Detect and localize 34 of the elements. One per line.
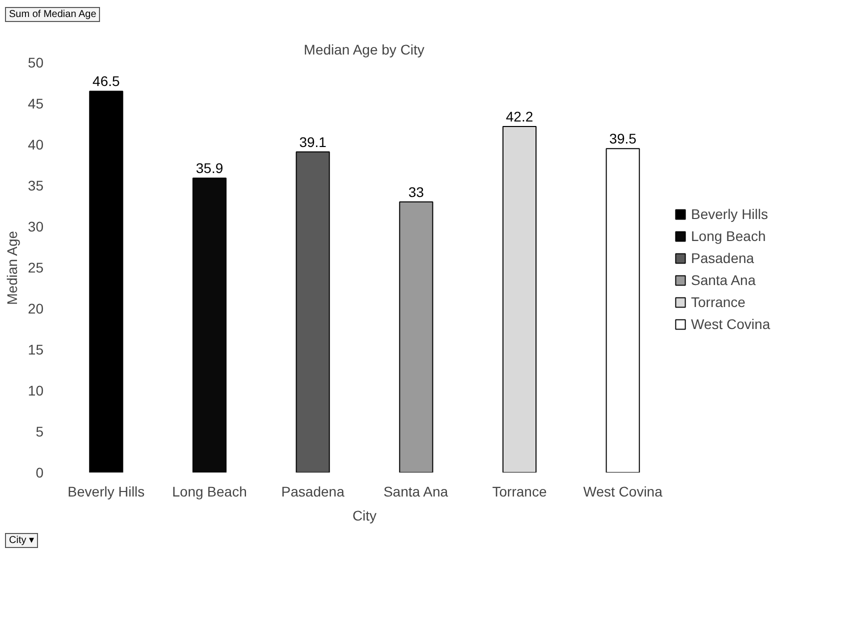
y-tick-label: 15 <box>28 342 44 358</box>
x-tick-label: Beverly Hills <box>68 484 145 500</box>
y-tick-label: 50 <box>28 54 44 70</box>
legend-label: Beverly Hills <box>691 206 768 222</box>
y-tick-label: 25 <box>28 260 44 276</box>
x-tick-label: Long Beach <box>172 484 247 500</box>
text: Sum of Median Age <box>5 7 100 22</box>
legend-label: Long Beach <box>691 228 766 244</box>
data-label: 33 <box>408 184 424 200</box>
data-label: 46.5 <box>92 73 120 90</box>
y-tick-label: 35 <box>28 178 44 194</box>
x-tick-label: West Covina <box>583 484 663 500</box>
y-axis-title: Median Age <box>4 230 20 305</box>
y-tick-label: 0 <box>36 464 44 480</box>
legend-label: Santa Ana <box>691 272 756 288</box>
data-label: 35.9 <box>196 160 224 176</box>
data-label: 39.5 <box>609 130 637 147</box>
y-tick-label: 5 <box>36 424 44 440</box>
legend-label: West Covina <box>691 316 770 332</box>
chart-title: Median Age by City <box>304 42 424 58</box>
x-axis-title: City <box>352 508 377 524</box>
text: City ▾ <box>5 533 38 548</box>
legend-label: Torrance <box>691 294 746 310</box>
x-tick-label: Pasadena <box>281 484 345 500</box>
y-tick-label: 40 <box>28 136 44 152</box>
y-tick-label: 45 <box>28 96 44 112</box>
y-tick-label: 10 <box>28 382 44 398</box>
y-tick-label: 20 <box>28 300 44 316</box>
y-tick-label: 30 <box>28 218 44 234</box>
data-label: 42.2 <box>506 108 534 124</box>
legend-label: Pasadena <box>691 250 754 266</box>
x-tick-label: Santa Ana <box>383 484 448 500</box>
data-label: 39.1 <box>299 134 327 150</box>
x-tick-label: Torrance <box>492 484 547 500</box>
